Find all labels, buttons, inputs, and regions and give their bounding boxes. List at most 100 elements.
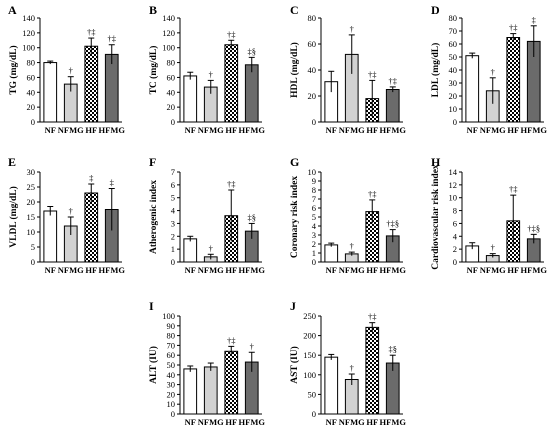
y-tick-label: 40 [449,65,458,75]
bar-nf [183,75,198,123]
panel-label: H [431,155,441,169]
x-tick-label: NF [467,265,478,275]
y-tick-label: 20 [449,91,458,101]
x-tick-label: HFMG [239,125,266,135]
significance-marker: † [209,243,213,253]
bar-hf [506,37,521,123]
x-tick-label: NFMG [480,265,506,275]
x-tick-label: NFMG [480,125,506,135]
bar-hfmg [104,53,119,123]
x-tick-label: HFMG [380,417,407,427]
bar-hf [224,44,239,123]
x-tick-label: HF [366,265,378,275]
y-tick-label: 50 [167,360,176,370]
significance-marker: †‡ [227,335,236,345]
x-tick-label: NF [467,125,478,135]
y-tick-label: 30 [167,380,176,390]
x-tick-label: NF [185,125,196,135]
significance-marker: ‡§ [248,46,257,56]
y-tick-label: 14 [449,167,458,177]
significance-marker: †‡§ [527,223,540,233]
x-tick-label: NF [185,265,196,275]
significance-marker: ‡§ [248,212,257,222]
y-tick-label: 200 [303,331,316,341]
y-tick-label: 9 [312,176,316,186]
bar-nf [324,356,339,415]
panel-d: D 0 10 20 30 40 50 60 70 80 LDL (mg/dL) NF † NFMG †‡ HF… [430,3,547,135]
y-tick-label: 100 [162,311,175,321]
y-tick-label: 0 [453,257,457,267]
panel-label: D [431,3,440,17]
y-tick-label: 10 [167,399,176,409]
y-tick-label: 20 [27,197,36,207]
y-tick-label: 60 [449,39,458,49]
y-tick-label: 4 [171,206,176,216]
y-tick-label: 90 [167,321,176,331]
bar-nfmg [203,366,218,415]
y-tick-label: 0 [312,409,316,419]
significance-marker: †‡ [368,312,377,322]
y-tick-label: 10 [27,227,36,237]
bar-nf [43,62,58,123]
x-tick-label: NF [326,125,337,135]
y-axis-label: ALT (IU) [148,346,159,384]
y-tick-label: 0 [171,257,175,267]
bar-nf [465,55,480,123]
y-tick-label: 4 [453,231,458,241]
x-tick-label: NF [185,417,196,427]
y-tick-label: 150 [303,350,316,360]
y-tick-label: 2 [312,239,316,249]
panel-label: I [149,299,154,313]
panel-label: E [8,155,16,169]
y-tick-label: 10 [308,167,317,177]
x-tick-label: HFMG [521,125,548,135]
y-tick-label: 100 [303,370,316,380]
panel-j: J 0 50 100 150 200 250 AST (IU) NF † NFMG †‡ HF ‡§ HFM… [289,299,406,427]
y-tick-label: 80 [167,58,176,68]
x-tick-label: HF [85,265,97,275]
x-tick-label: HFMG [380,265,407,275]
x-tick-label: NFMG [198,125,224,135]
y-tick-label: 10 [449,193,458,203]
y-tick-label: 20 [27,102,36,112]
x-tick-label: HFMG [380,125,407,135]
x-tick-label: HFMG [99,125,126,135]
y-tick-label: 8 [312,185,316,195]
x-tick-label: NFMG [339,125,365,135]
y-tick-label: 120 [162,28,175,38]
significance-marker: † [491,67,495,77]
y-axis-label: Coronary risk index [290,176,300,258]
y-tick-label: 15 [27,212,36,222]
y-tick-label: 8 [453,206,457,216]
y-tick-label: 1 [171,244,175,254]
y-tick-label: 1 [312,248,316,258]
y-tick-label: 10 [449,104,458,114]
y-tick-label: 6 [171,180,175,190]
significance-marker: † [250,341,254,351]
x-tick-label: NF [326,265,337,275]
x-tick-label: NFMG [339,417,365,427]
panel-h: H 0 2 4 6 8 10 12 14 Cardiovascular risk index NF †… [431,155,547,275]
y-tick-label: 30 [449,78,458,88]
y-tick-label: 100 [22,43,35,53]
bar-nf [183,368,198,415]
y-tick-label: 3 [312,230,316,240]
bar-hf [84,45,99,123]
panel-label: G [290,155,299,169]
bar-hf [365,326,380,415]
y-tick-label: 140 [22,13,35,23]
x-tick-label: HF [366,417,378,427]
y-tick-label: 20 [308,91,317,101]
panel-label: A [8,3,17,17]
panel-label: B [149,3,157,17]
y-tick-label: 80 [167,331,176,341]
y-tick-label: 140 [162,13,175,23]
x-tick-label: HFMG [239,417,266,427]
x-tick-label: HF [85,125,97,135]
y-tick-label: 80 [449,13,458,23]
x-tick-label: NF [326,417,337,427]
panel-c: C 0 20 40 60 80 HDL (mg/dL) NF † NFMG †‡ HF †‡ HFMG [289,3,406,135]
bar-hfmg [385,89,400,123]
significance-marker: †‡ [227,179,236,189]
y-tick-label: 60 [167,350,176,360]
